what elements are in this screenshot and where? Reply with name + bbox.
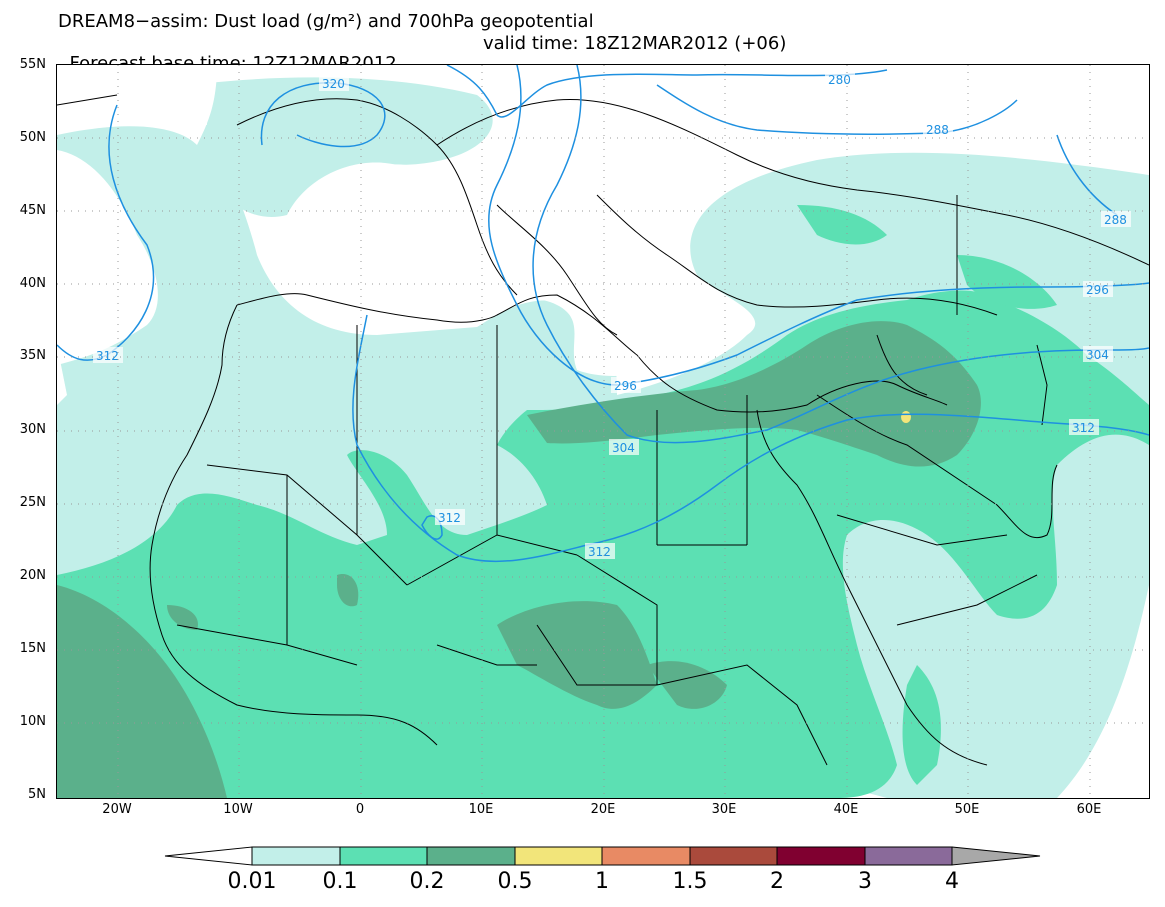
lon-label-40e: 40E [833,802,859,817]
colorbar-label-2: 0.2 [409,869,445,894]
colorbar-label-3: 0.5 [497,869,533,894]
contour-labels: 320 280 288 288 296 304 312 296 304 312 … [93,71,1131,559]
colorbar-label-1: 0.1 [322,869,358,894]
contour-312-west [57,104,155,361]
contour-label-304: 304 [612,441,635,455]
contour-label-296-east: 296 [1086,283,1109,297]
lon-label-50e: 50E [954,802,980,817]
contour-312-central [352,314,1149,563]
contour-288-east [1056,134,1118,216]
colorbar-low-arrow [164,846,253,866]
contour-label-304-east: 304 [1086,348,1109,362]
lon-label-10e: 10E [468,802,494,817]
colorbar-bin-4 [601,846,691,866]
contour-label-296: 296 [614,379,637,393]
lon-label-20e: 20E [590,802,616,817]
lat-label-5n: 5N [28,787,46,802]
lat-label-55n: 55N [19,57,46,72]
dust-shading-yellow [901,411,911,423]
colorbar-bin-0 [251,846,341,866]
lat-label-35n: 35N [19,348,46,363]
dust-shading-dark [57,321,981,798]
contour-304 [532,65,1149,444]
lon-label-30e: 30E [711,802,737,817]
lon-label-60e: 60E [1076,802,1102,817]
contour-280 [446,65,888,118]
lat-label-15n: 15N [19,641,46,656]
colorbar-bin-6 [776,846,866,866]
lat-label-25n: 25N [19,495,46,510]
contour-label-312-central: 312 [588,545,611,559]
contour-312-small [421,515,443,540]
contour-label-312-west: 312 [96,349,119,363]
coastlines-and-borders [57,94,1149,766]
lat-label-50n: 50N [19,130,46,145]
lat-label-30n: 30N [19,422,46,437]
contour-288 [656,84,1018,135]
contour-label-312-small: 312 [438,511,461,525]
contour-label-280: 280 [828,73,851,87]
colorbar-high-arrow [951,846,1041,866]
colorbar-label-0: 0.01 [227,869,277,894]
lat-label-20n: 20N [19,568,46,583]
graticule [57,65,1149,798]
colorbar-bin-7 [864,846,953,866]
map-title: DREAM8−assim: Dust load (g/m²) and 700hP… [58,11,594,32]
colorbar [164,846,1041,866]
colorbar-label-7: 3 [858,869,872,894]
contour-320-west [260,82,386,148]
contour-296 [488,65,1149,386]
lat-label-45n: 45N [19,203,46,218]
colorbar-bin-5 [689,846,778,866]
lon-label-10w: 10W [223,802,253,817]
colorbar-label-4: 1 [595,869,609,894]
lon-label-0: 0 [355,802,365,817]
lat-label-40n: 40N [19,276,46,291]
valid-time: valid time: 18Z12MAR2012 (+06) [483,33,787,54]
colorbar-label-5: 1.5 [672,869,708,894]
colorbar-label-8: 4 [945,869,959,894]
contour-label-312-east: 312 [1072,421,1095,435]
lon-label-20w: 20W [102,802,132,817]
dust-load-map: 320 280 288 288 296 304 312 296 304 312 … [56,64,1150,799]
colorbar-bin-2 [426,846,516,866]
contour-label-320: 320 [322,77,345,91]
contour-label-288-east: 288 [1104,213,1127,227]
colorbar-bin-3 [514,846,603,866]
colorbar-label-6: 2 [770,869,784,894]
lat-label-10n: 10N [19,714,46,729]
geopotential-contours [57,65,1149,563]
contour-label-288: 288 [926,123,949,137]
colorbar-bin-1 [339,846,428,866]
